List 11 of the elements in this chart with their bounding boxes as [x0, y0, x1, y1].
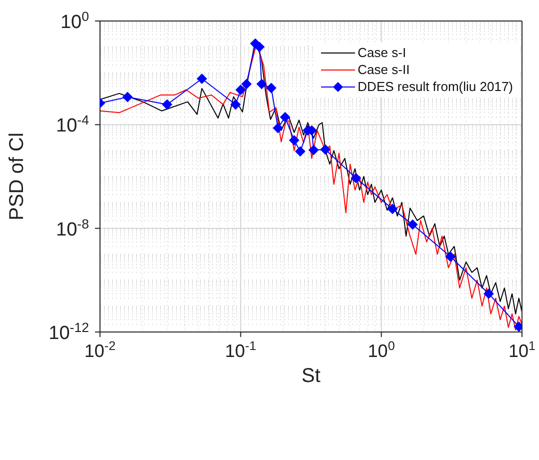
y-tick-label: 10$^{-8}$ [56, 216, 89, 240]
x-axis-title: St [302, 365, 321, 387]
y-axis-title: PSD of Cl [6, 132, 28, 220]
y-tick-label: 10$^{0}$ [60, 8, 89, 33]
legend-label: Case s-II [358, 62, 410, 77]
legend-label: Case s-I [358, 45, 406, 60]
legend-label: DDES result from(liu 2017) [358, 79, 513, 94]
x-tick-label: 10$^{-1}$ [225, 339, 256, 361]
y-tick-label: 10$^{-4}$ [56, 112, 89, 137]
x-tick-label: 10$^{0}$ [368, 339, 395, 361]
x-tick-label: 10$^{1}$ [508, 339, 536, 361]
